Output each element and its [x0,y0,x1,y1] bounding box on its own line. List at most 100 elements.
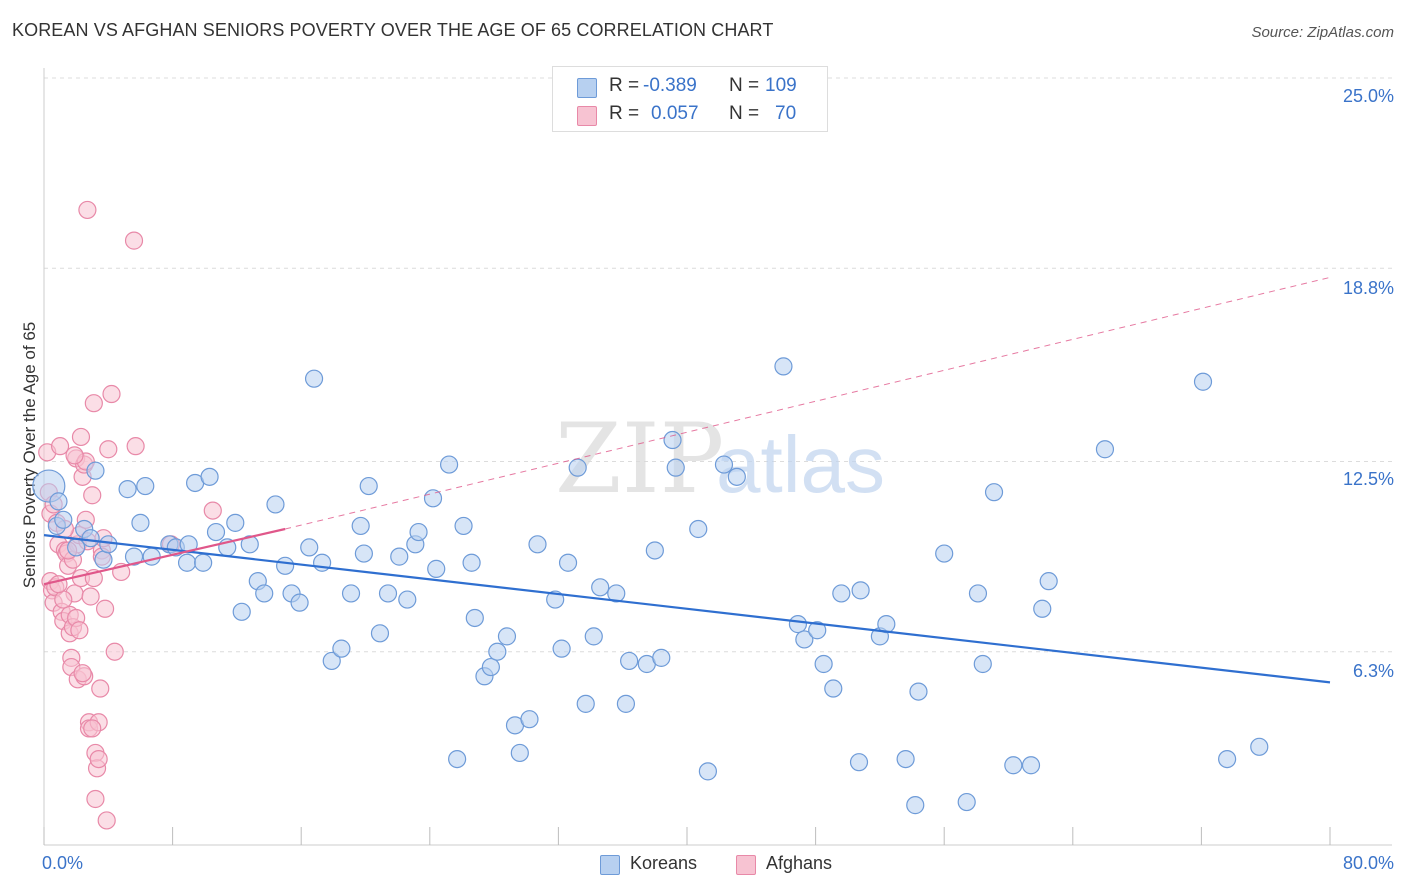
korean-point [232,602,251,621]
r-value-koreans: -0.389 [643,75,697,96]
korean-point [462,553,481,572]
afghan-point [97,811,116,830]
korean-point [558,553,578,572]
korean-point [177,553,197,572]
afghans-trend-extension [285,276,1331,530]
afghan-point [83,719,102,738]
korean-point [935,544,954,563]
korean-point [67,538,86,557]
korean-point [1250,737,1269,756]
koreans-swatch [577,78,597,98]
korean-point [808,621,827,640]
korean-point [1095,440,1115,459]
korean-point [454,516,473,536]
afghan-point [99,440,118,459]
korean-point [788,615,808,634]
korean-point [832,584,851,603]
korean-point [851,581,870,600]
koreans-swatch [600,855,620,875]
korean-point [973,654,992,674]
korean-point [49,492,68,511]
korean-point [774,357,793,376]
series-koreans [32,357,1269,815]
watermark-atlas: atlas [716,420,885,509]
korean-point [896,749,915,769]
afghan-point [86,789,105,809]
korean-point [390,547,409,566]
y-tick-12-5: 12.5% [1342,469,1394,489]
korean-point [409,522,428,542]
korean-point [552,639,571,658]
korean-point [322,651,341,671]
korean-point [427,559,446,578]
y-tick-6-3: 6.3% [1352,661,1394,681]
r-label: R = [609,103,640,124]
afghan-point [70,621,89,640]
korean-point [1033,599,1052,618]
korean-point [568,458,587,477]
r-label: R = [609,75,640,96]
korean-point [510,743,529,763]
korean-point [54,510,73,529]
korean-point [448,749,467,769]
x-tick-max: 80.0% [1342,853,1394,873]
korean-point [652,648,671,667]
korean-point [824,679,843,698]
x-tick-min: 0.0% [42,853,84,873]
korean-point [332,639,351,658]
korean-point [300,538,319,557]
korean-point [607,584,626,603]
legend-label-koreans: Koreans [630,853,698,873]
afghan-point [81,587,100,606]
afghan-point [89,749,108,769]
korean-point [497,627,517,646]
korean-point [481,657,500,677]
gridlines [44,77,1392,653]
korean-point [906,796,925,815]
correlation-legend: R = -0.389 N = 109 R = 0.057 N = 70 [552,66,828,132]
korean-point [304,369,324,388]
n-label: N = [729,103,760,124]
afghan-point [84,394,103,413]
korean-point [206,522,226,542]
afghan-point [126,437,145,456]
korean-point [290,593,309,612]
korean-point [714,455,734,474]
afghan-point [54,590,73,609]
afghan-point [124,231,144,250]
y-tick-18-8: 18.8% [1342,278,1394,298]
korean-point [968,584,988,603]
korean-point [276,556,295,575]
afghan-point [49,575,68,594]
korean-point [620,651,639,671]
korean-point [354,544,373,563]
korean-point [86,461,105,480]
korean-point [266,495,285,514]
korean-point [1039,572,1058,591]
korean-point [99,535,118,554]
korean-point [351,516,370,536]
korean-point [1193,372,1213,391]
afghans-swatch [577,106,597,126]
korean-point [1218,749,1237,769]
r-value-afghans: 0.057 [651,103,699,124]
trend-lines [43,276,1331,684]
korean-point [663,430,682,450]
afghan-point [65,446,84,465]
korean-point [488,642,507,661]
korean-point [698,762,717,781]
n-label: N = [729,75,760,96]
afghan-point [105,642,124,661]
korean-point [200,467,219,486]
korean-point [795,630,814,649]
korean-point [1004,756,1023,775]
korean-point [666,458,685,477]
korean-point [359,476,378,496]
afghan-point [95,599,115,618]
korean-point [616,694,636,713]
chart-title: KOREAN VS AFGHAN SENIORS POVERTY OVER TH… [12,20,774,40]
afghans-trend-line [43,527,286,586]
korean-point [124,547,144,566]
afghan-point [50,437,70,456]
